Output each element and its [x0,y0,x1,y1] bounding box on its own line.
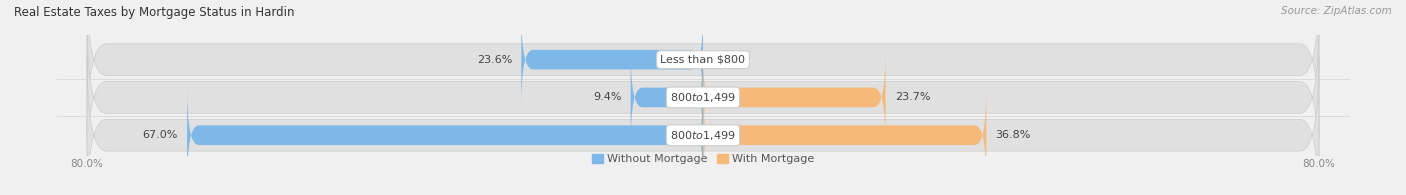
FancyBboxPatch shape [703,51,886,144]
FancyBboxPatch shape [631,51,703,144]
FancyBboxPatch shape [87,57,1319,195]
FancyBboxPatch shape [87,19,1319,176]
Text: $800 to $1,499: $800 to $1,499 [671,129,735,142]
Text: 9.4%: 9.4% [593,92,621,102]
Text: Less than $800: Less than $800 [661,55,745,65]
FancyBboxPatch shape [703,88,987,182]
Text: 36.8%: 36.8% [995,130,1031,140]
Text: 0.0%: 0.0% [713,55,741,65]
Text: $800 to $1,499: $800 to $1,499 [671,91,735,104]
Text: 67.0%: 67.0% [142,130,179,140]
Text: Source: ZipAtlas.com: Source: ZipAtlas.com [1281,6,1392,16]
Text: 23.7%: 23.7% [894,92,931,102]
Text: Real Estate Taxes by Mortgage Status in Hardin: Real Estate Taxes by Mortgage Status in … [14,6,295,19]
FancyBboxPatch shape [87,0,1319,138]
FancyBboxPatch shape [187,88,703,182]
FancyBboxPatch shape [522,13,703,106]
Text: 23.6%: 23.6% [477,55,512,65]
Legend: Without Mortgage, With Mortgage: Without Mortgage, With Mortgage [588,149,818,169]
